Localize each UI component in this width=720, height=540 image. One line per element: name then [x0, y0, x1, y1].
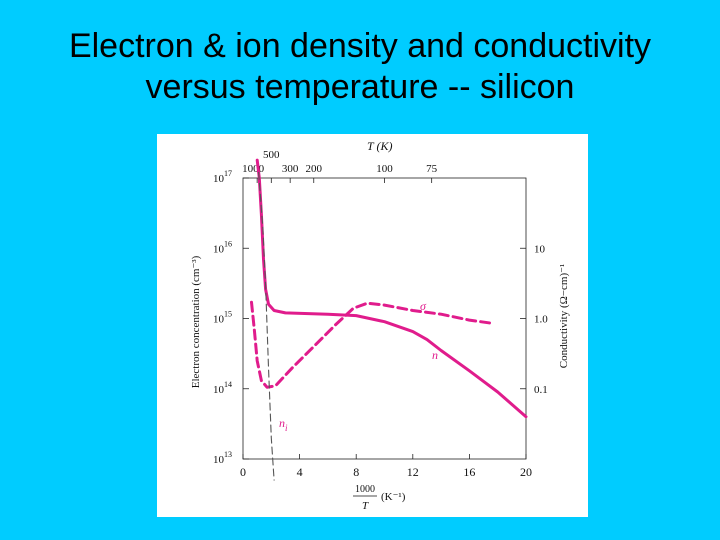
x-axis-label-unit: (K⁻¹): [381, 491, 406, 503]
series-line-n: [255, 158, 528, 419]
right-tick-label: 10: [534, 243, 546, 255]
title-line-2: versus temperature -- silicon: [145, 68, 575, 106]
left-axis-title: Electron concentration (cm⁻³): [190, 255, 202, 388]
slide-title: Electron & ion density and conductivity …: [0, 26, 720, 108]
series-line-sigma: [250, 300, 495, 389]
right-tick-label: 1.0: [534, 314, 548, 326]
x-tick-label: 12: [407, 465, 419, 479]
labels-group: T (K) 1000 T (K⁻¹) Electron concentratio…: [190, 139, 570, 512]
series-label: n: [432, 348, 438, 362]
right-axis-title: Conductivity (Ω−cm)⁻¹: [558, 264, 570, 368]
series-label: ni: [279, 416, 288, 433]
top-tick-label: 300: [282, 163, 299, 175]
x-tick-label: 4: [297, 465, 303, 479]
y-tick-label: 1014: [213, 380, 232, 396]
x-tick-label: 8: [353, 465, 359, 479]
series-label: σ: [420, 299, 427, 313]
top-tick-label: 1000: [242, 163, 265, 175]
y-tick-label: 1017: [213, 169, 232, 185]
x-tick-label: 20: [520, 465, 532, 479]
series-line-ni: [258, 171, 275, 481]
x-tick-label: 0: [240, 465, 246, 479]
plot-frame: [242, 177, 527, 460]
series-group: n σ ni: [250, 158, 528, 481]
chart-panel: 0 4 8 12 16 20 1000 500 300 200 100 75 1013 1014 1015 1…: [157, 134, 588, 517]
top-axis-title: T (K): [367, 139, 392, 153]
x-axis-label-denominator: T: [362, 500, 369, 512]
y-tick-label: 1013: [213, 450, 232, 466]
top-tick-label: 75: [426, 163, 438, 175]
x-tick-label: 16: [463, 465, 475, 479]
top-tick-label: 100: [376, 163, 393, 175]
top-tick-label: 500: [263, 149, 280, 161]
title-line-1: Electron & ion density and conductivity: [68, 27, 652, 65]
y-tick-label: 1016: [213, 239, 232, 255]
x-axis-label-numerator: 1000: [355, 484, 375, 495]
top-tick-label: 200: [306, 163, 323, 175]
right-tick-label: 0.1: [534, 384, 548, 396]
y-tick-label: 1015: [213, 310, 232, 326]
